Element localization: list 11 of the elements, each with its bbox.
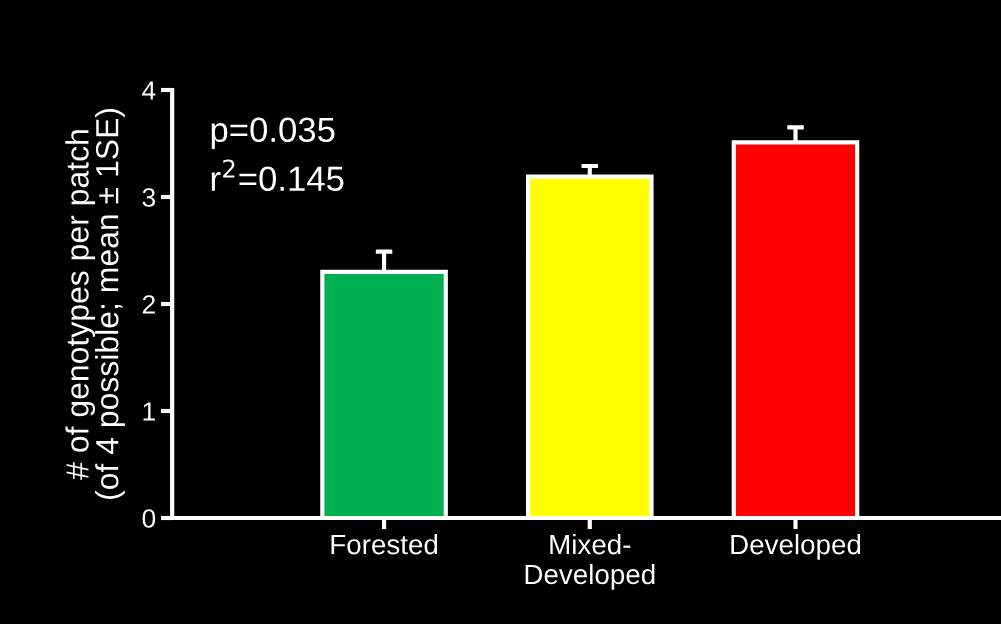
x-tick-label: Mixed- Developed <box>525 533 655 590</box>
x-tick-label: Developed <box>731 533 861 560</box>
annotation: r$^{2}$=0.145 <box>211 159 344 192</box>
y-tick-label: 2 <box>142 295 155 314</box>
annotation: p=0.035 <box>211 117 335 149</box>
y-axis-title: # of genotypes per patch (of 4 possible; mean ± 1SE) <box>65 108 125 499</box>
y-tick-label: 0 <box>142 509 156 528</box>
x-tick-label: Forested <box>331 533 438 555</box>
y-tick-label: 3 <box>142 188 156 207</box>
y-tick-label: 4 <box>142 81 156 100</box>
y-tick-label: 1 <box>143 402 155 421</box>
